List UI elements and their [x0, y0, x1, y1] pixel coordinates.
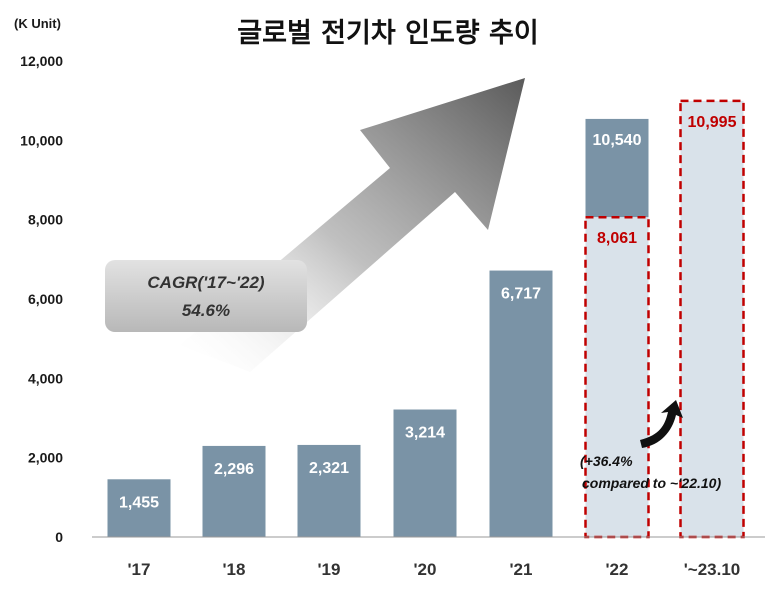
bar — [202, 445, 266, 537]
x-tick-label: '22 — [606, 560, 629, 579]
y-tick-label: 12,000 — [20, 53, 63, 69]
partial-value-label: 8,061 — [597, 230, 637, 247]
y-tick-label: 8,000 — [28, 212, 63, 228]
cagr-box — [105, 260, 307, 332]
bar-value-label: 10,540 — [593, 132, 642, 149]
x-tick-label: '~23.10 — [684, 560, 741, 579]
unit-label: (K Unit) — [14, 16, 61, 31]
growth-note-line1: (+36.4% — [580, 453, 633, 469]
y-tick-label: 4,000 — [28, 370, 63, 386]
bar-value-label: 2,296 — [214, 461, 254, 478]
x-tick-label: '18 — [223, 560, 246, 579]
x-tick-label: '19 — [318, 560, 341, 579]
cagr-value: 54.6% — [182, 301, 230, 320]
y-tick-label: 2,000 — [28, 450, 63, 466]
bar-value-label: 10,995 — [688, 114, 737, 131]
x-tick-label: '21 — [510, 560, 533, 579]
bar-value-label: 6,717 — [501, 286, 541, 303]
y-axis-ticks: 0 2,000 4,000 6,000 8,000 10,000 12,000 — [20, 53, 63, 545]
bar — [393, 409, 457, 537]
y-tick-label: 10,000 — [20, 132, 63, 148]
bars: 1,455 2,296 2,321 3,214 6,717 10,540 8,061 10,9… — [107, 99, 745, 539]
y-tick-label: 0 — [55, 529, 63, 545]
bar-highlight — [679, 99, 745, 539]
growth-note-line2: compared to ~'22.10) — [582, 475, 721, 491]
bar — [107, 479, 171, 537]
x-tick-label: '17 — [128, 560, 151, 579]
bar — [297, 444, 361, 537]
bar-value-label: 3,214 — [405, 425, 445, 442]
cagr-label: CAGR('17~'22) — [147, 273, 265, 292]
x-axis-ticks: '17 '18 '19 '20 '21 '22 '~23.10 — [128, 560, 741, 579]
chart-title: 글로벌 전기차 인도량 추이 — [237, 18, 538, 49]
bar-partial — [584, 215, 650, 539]
bar-value-label: 2,321 — [309, 460, 349, 477]
bar-upper — [585, 118, 649, 218]
bar-value-label: 1,455 — [119, 494, 159, 511]
x-tick-label: '20 — [414, 560, 437, 579]
bar — [489, 270, 553, 537]
growth-arrow — [640, 400, 683, 448]
y-tick-label: 6,000 — [28, 291, 63, 307]
